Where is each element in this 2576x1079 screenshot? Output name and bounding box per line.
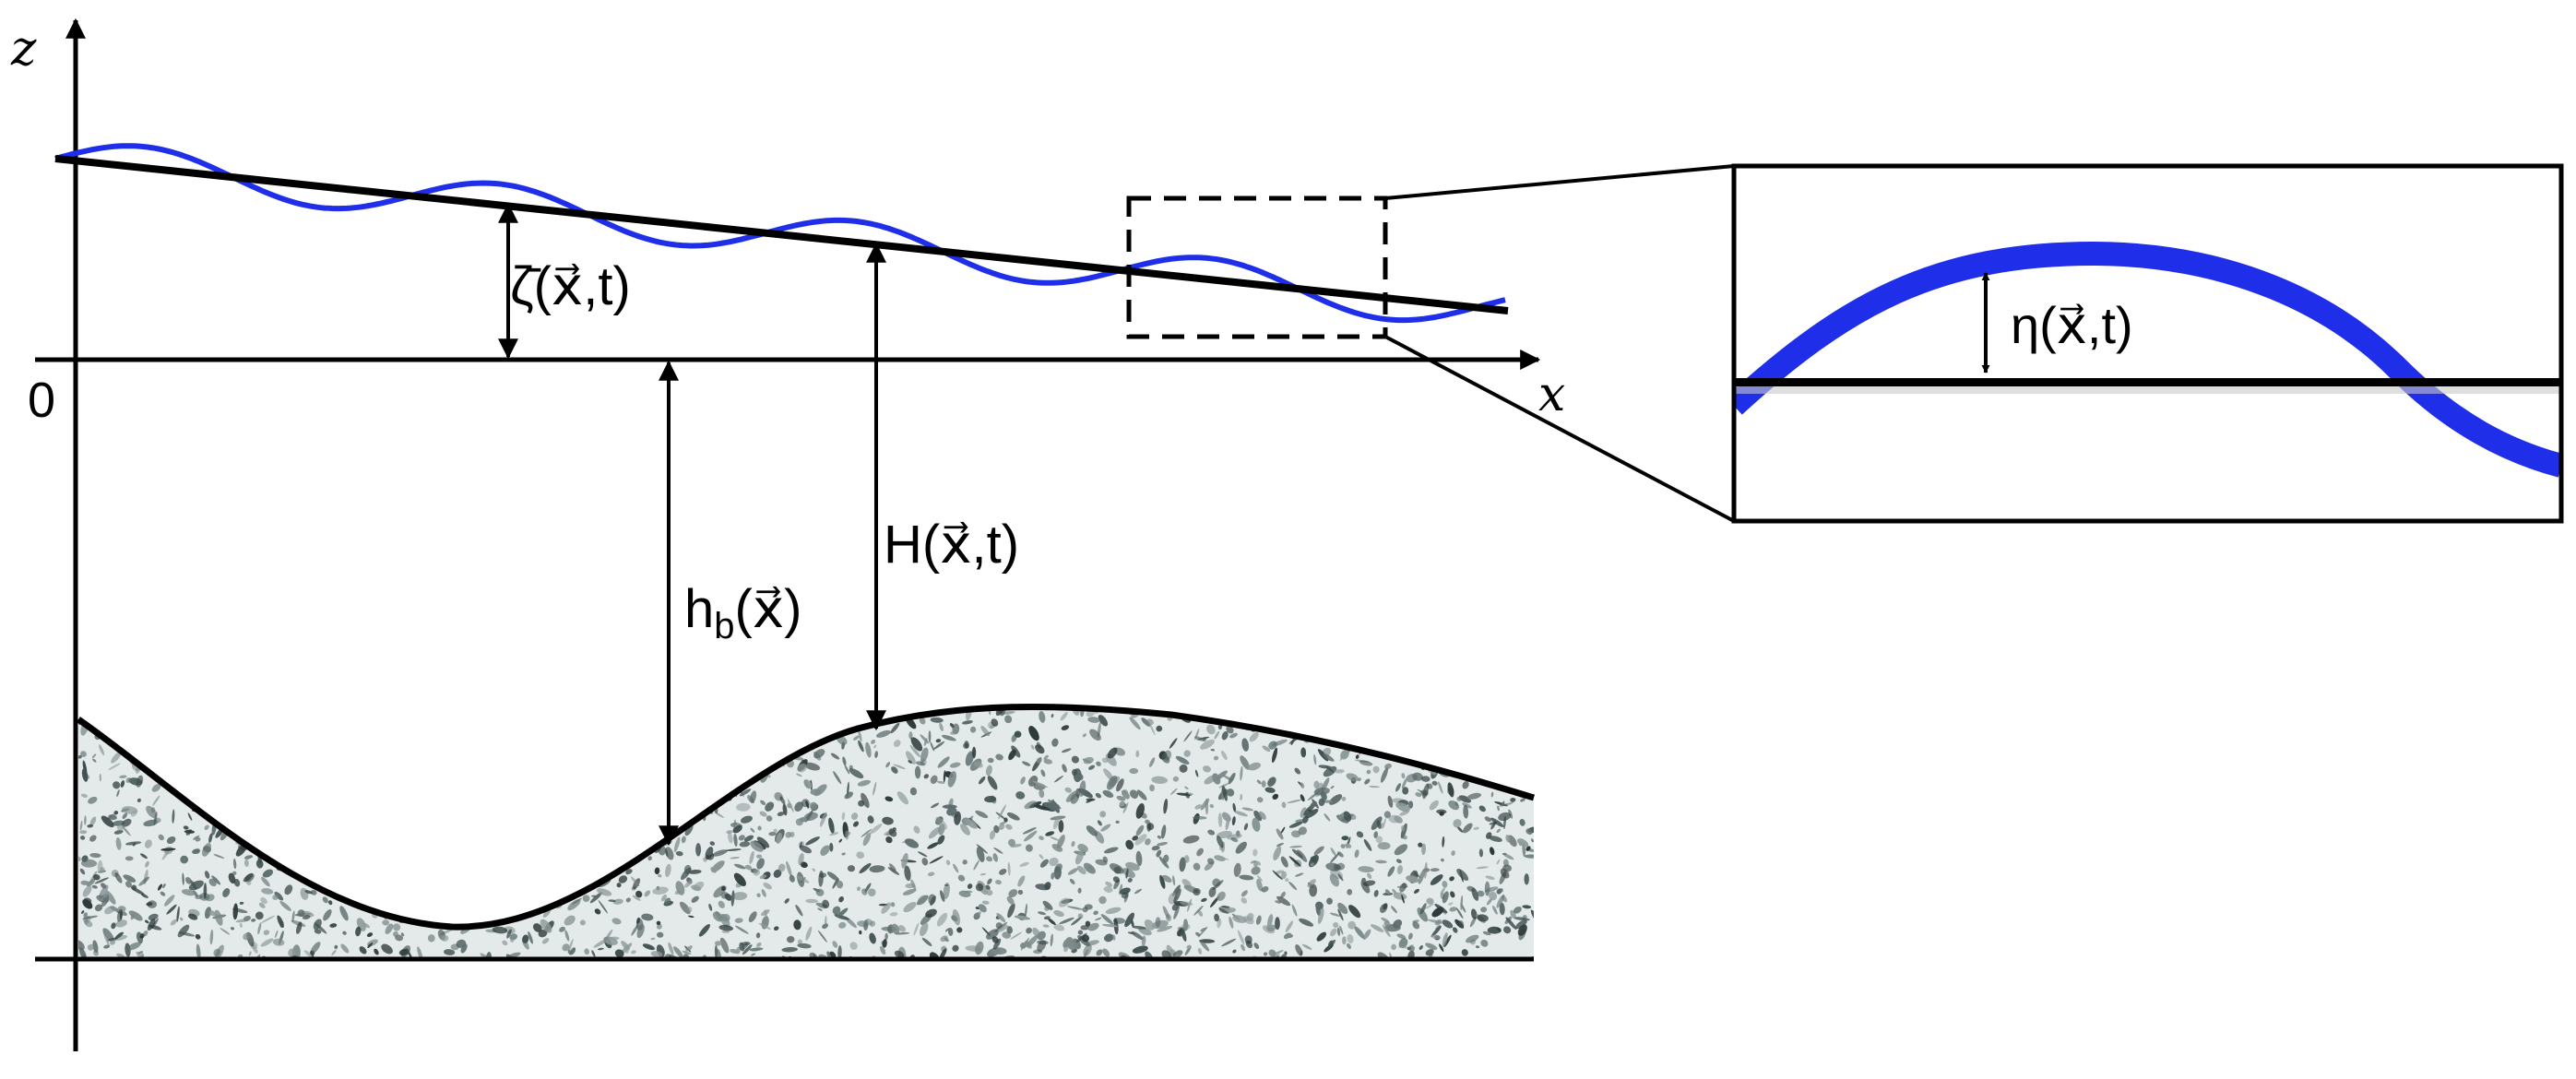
inset-mean-surface-line — [1734, 378, 2561, 386]
mean-surface-label: ζ̄(x⃗,t) — [510, 256, 631, 316]
bed-depth-label: hb(x⃗) — [684, 579, 801, 646]
inset-frame — [1731, 163, 2564, 524]
mean-surface-line — [54, 155, 1509, 314]
z-axis-label: z — [10, 21, 37, 77]
zoom-connector-top — [1384, 164, 1735, 200]
zoom-connector-bottom — [1384, 335, 1735, 523]
wave-surface-line — [54, 143, 1506, 324]
total-depth-label: H(x⃗,t) — [884, 515, 1019, 575]
origin-label: 0 — [28, 373, 55, 428]
inset-wave-crest — [1734, 241, 2561, 478]
seabed-profile-line — [77, 703, 1536, 931]
zoom-box — [1126, 196, 1388, 339]
inset-panel: η(x⃗,t) — [1731, 163, 2564, 524]
seabed-sediment — [77, 703, 1536, 959]
wave-elevation-label: η(x⃗,t) — [2011, 296, 2133, 354]
x-axis-label: x — [1538, 367, 1565, 422]
